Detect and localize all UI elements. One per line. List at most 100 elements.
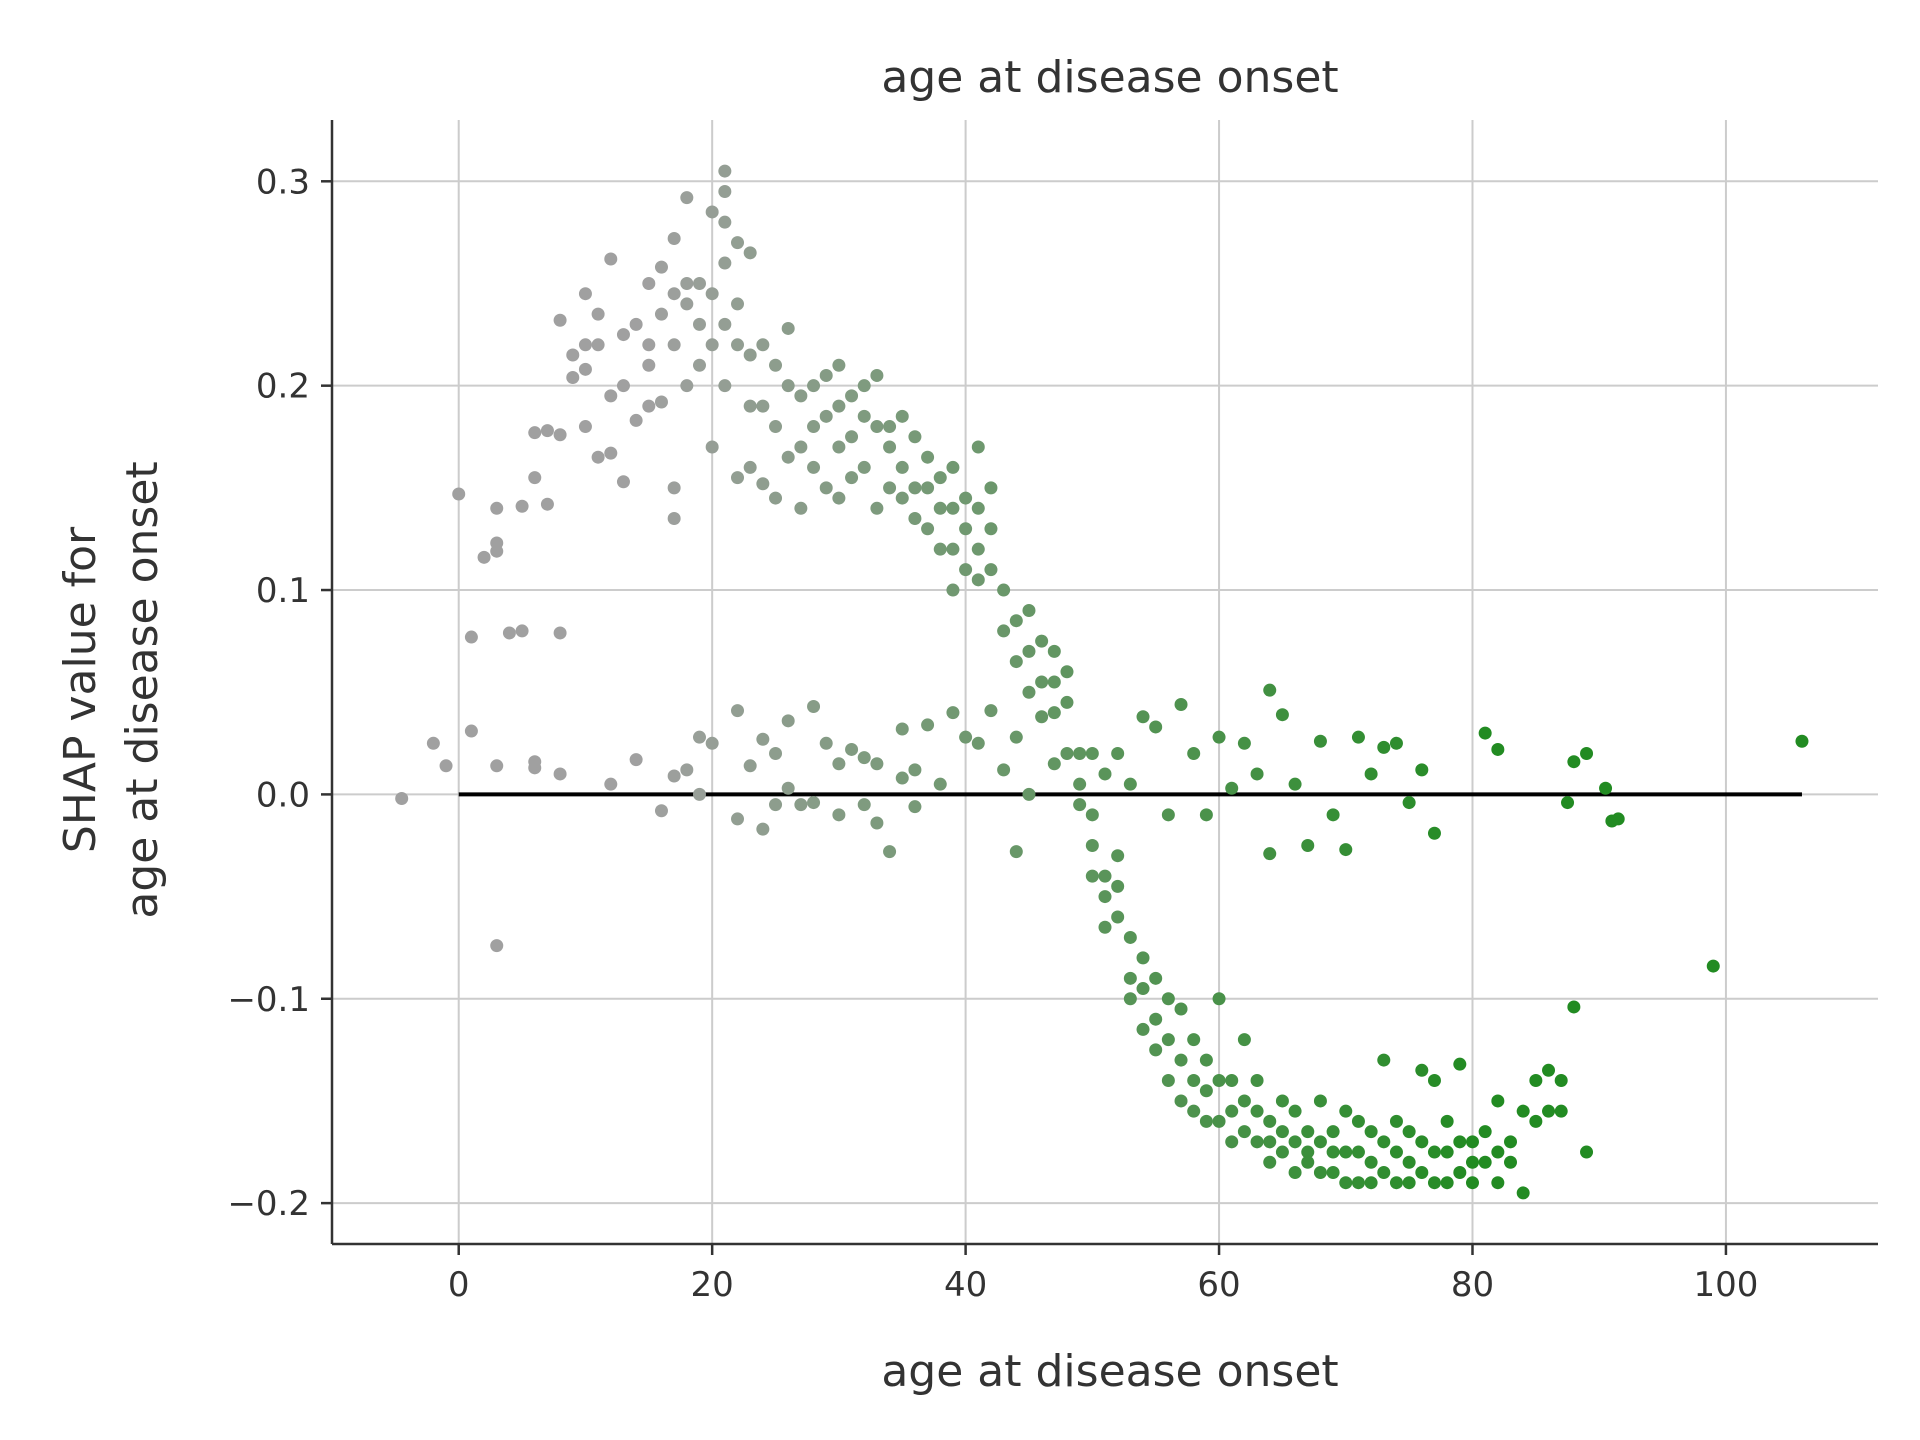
data-point-0-42 xyxy=(629,413,643,427)
data-point-0-127 xyxy=(845,742,859,756)
data-point-0-188 xyxy=(1022,787,1036,801)
data-point-0-80 xyxy=(731,297,745,311)
data-point-0-106 xyxy=(794,440,808,454)
data-point-0-181 xyxy=(1009,614,1023,628)
data-point-0-309 xyxy=(1415,1165,1429,1179)
data-point-0-259 xyxy=(1263,1135,1277,1149)
y-tick-label-5: 0.3 xyxy=(256,162,310,202)
data-point-0-305 xyxy=(1402,1176,1416,1190)
data-point-0-7 xyxy=(490,501,504,515)
data-point-0-341 xyxy=(1561,796,1575,810)
data-point-0-86 xyxy=(743,348,757,362)
data-point-0-258 xyxy=(1263,1114,1277,1128)
data-point-0-165 xyxy=(959,491,973,505)
data-point-0-57 xyxy=(667,769,681,783)
data-point-0-16 xyxy=(528,426,542,440)
data-point-0-195 xyxy=(1047,757,1061,771)
y-tick-label-2: 0.0 xyxy=(256,775,310,815)
data-point-0-320 xyxy=(1453,1165,1467,1179)
data-point-0-112 xyxy=(807,700,821,714)
data-point-0-339 xyxy=(1554,1074,1568,1088)
data-point-0-122 xyxy=(832,757,846,771)
data-point-0-87 xyxy=(743,399,757,413)
data-point-0-227 xyxy=(1161,1033,1175,1047)
data-point-0-269 xyxy=(1288,1165,1302,1179)
data-point-0-331 xyxy=(1504,1135,1518,1149)
data-point-0-79 xyxy=(731,236,745,250)
axes xyxy=(321,120,1878,1255)
x-axis-label: age at disease onset xyxy=(881,1346,1338,1397)
data-point-0-214 xyxy=(1123,930,1137,944)
data-point-0-110 xyxy=(807,420,821,434)
data-point-0-119 xyxy=(832,399,846,413)
data-point-0-302 xyxy=(1389,736,1403,750)
data-point-0-307 xyxy=(1415,1063,1429,1077)
data-point-0-237 xyxy=(1187,747,1201,761)
data-point-0-49 xyxy=(654,307,668,321)
data-point-0-174 xyxy=(984,481,998,495)
data-point-0-151 xyxy=(908,800,922,814)
data-point-0-68 xyxy=(705,205,719,219)
data-point-0-61 xyxy=(680,379,694,393)
data-point-0-158 xyxy=(933,542,947,556)
data-point-0-327 xyxy=(1491,1094,1505,1108)
data-point-0-322 xyxy=(1465,1155,1479,1169)
data-point-0-169 xyxy=(971,440,985,454)
data-point-0-120 xyxy=(832,440,846,454)
data-point-0-333 xyxy=(1516,1104,1530,1118)
data-point-0-264 xyxy=(1275,1125,1289,1139)
data-point-0-329 xyxy=(1491,1176,1505,1190)
data-point-0-231 xyxy=(1174,1053,1188,1067)
data-point-0-313 xyxy=(1427,1176,1441,1190)
data-point-0-196 xyxy=(1060,665,1074,679)
data-point-0-129 xyxy=(857,409,871,423)
data-point-0-102 xyxy=(781,450,795,464)
data-point-0-126 xyxy=(845,471,859,485)
data-point-0-25 xyxy=(566,348,580,362)
data-point-0-292 xyxy=(1364,1155,1378,1169)
data-point-0-143 xyxy=(895,460,909,474)
data-point-0-15 xyxy=(528,471,542,485)
data-point-0-130 xyxy=(857,460,871,474)
data-point-0-277 xyxy=(1313,1165,1327,1179)
data-point-0-139 xyxy=(883,440,897,454)
data-point-0-89 xyxy=(743,759,757,773)
data-point-0-70 xyxy=(705,338,719,352)
data-point-0-324 xyxy=(1478,1125,1492,1139)
data-point-0-161 xyxy=(946,501,960,515)
data-point-0-266 xyxy=(1275,708,1289,722)
data-point-0-153 xyxy=(921,481,935,495)
data-point-0-175 xyxy=(984,522,998,536)
data-point-0-255 xyxy=(1250,1104,1264,1118)
x-tick-label-2: 40 xyxy=(944,1265,987,1305)
data-point-0-123 xyxy=(832,808,846,822)
data-point-0-5 xyxy=(464,724,478,738)
data-point-0-216 xyxy=(1123,992,1137,1006)
data-point-0-101 xyxy=(781,379,795,393)
data-point-0-53 xyxy=(667,287,681,301)
data-point-0-260 xyxy=(1263,1155,1277,1169)
data-point-0-100 xyxy=(781,321,795,335)
data-point-0-241 xyxy=(1199,808,1213,822)
data-point-0-321 xyxy=(1465,1135,1479,1149)
data-point-0-349 xyxy=(1706,959,1720,973)
data-point-0-222 xyxy=(1149,971,1163,985)
x-tick-label-0: 0 xyxy=(448,1265,470,1305)
data-point-0-273 xyxy=(1301,1155,1315,1169)
data-point-0-20 xyxy=(540,497,554,511)
data-point-0-206 xyxy=(1098,869,1112,883)
data-point-0-217 xyxy=(1123,777,1137,791)
data-point-0-160 xyxy=(946,460,960,474)
x-tick-label-5: 100 xyxy=(1693,1265,1758,1305)
data-point-0-140 xyxy=(883,481,897,495)
data-point-0-256 xyxy=(1250,1135,1264,1149)
data-point-0-71 xyxy=(705,440,719,454)
data-point-0-38 xyxy=(616,328,630,342)
data-point-0-0 xyxy=(395,791,409,805)
data-point-0-163 xyxy=(946,583,960,597)
data-point-0-172 xyxy=(971,573,985,587)
data-point-0-45 xyxy=(642,338,656,352)
tick-labels: 0 20 40 60 80 100 −0.2 −0.1 0.0 0.1 0.2 0.3 xyxy=(227,162,1758,1305)
data-point-0-125 xyxy=(845,430,859,444)
data-point-0-262 xyxy=(1263,847,1277,861)
